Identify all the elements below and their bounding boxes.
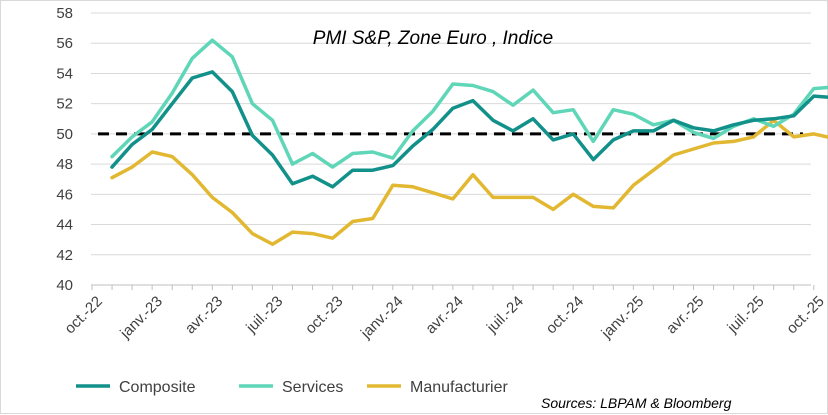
y-tick-label: 48 xyxy=(56,156,73,173)
chart-title: PMI S&P, Zone Euro , Indice xyxy=(313,28,553,49)
y-axis-ticks: 40 42 44 46 48 50 52 54 56 58 xyxy=(56,5,73,294)
y-tick-label: 50 xyxy=(56,126,73,143)
x-tick-label: juil.-25 xyxy=(724,293,768,337)
x-tick-label: oct.-25 xyxy=(783,293,827,337)
x-tick-label: janv.-25 xyxy=(598,293,648,343)
series-line-composite xyxy=(110,70,828,189)
x-tick-label: oct.-23 xyxy=(302,293,346,337)
series-lines xyxy=(110,38,828,246)
y-tick-label: 54 xyxy=(56,65,73,82)
x-tick-label: avr.-25 xyxy=(663,293,707,337)
y-tick-label: 40 xyxy=(56,277,73,294)
y-tick-label: 58 xyxy=(56,5,73,22)
x-tick-label: oct.-24 xyxy=(543,293,587,337)
y-tick-label: 44 xyxy=(56,217,73,234)
x-tick-label: janv.-23 xyxy=(116,293,166,343)
series-line-services xyxy=(110,38,828,169)
x-tick-label: janv.-24 xyxy=(357,293,407,343)
legend-composite-label: Composite xyxy=(119,379,196,396)
source-note: Sources: LBPAM & Bloomberg xyxy=(541,395,732,411)
y-tick-label: 52 xyxy=(56,96,73,113)
x-tick-label: avr.-23 xyxy=(182,293,226,337)
y-tick-label: 42 xyxy=(56,247,73,264)
y-tick-label: 46 xyxy=(56,186,73,203)
legend-services-label: Services xyxy=(282,379,343,396)
x-tick-label: juil.-23 xyxy=(242,293,286,337)
x-tick-label: juil.-24 xyxy=(483,293,527,337)
x-tick-label: oct.-22 xyxy=(61,293,105,337)
legend-manufacturier-label: Manufacturier xyxy=(410,379,508,396)
legend: Composite Services Manufacturier xyxy=(76,379,508,396)
y-tick-label: 56 xyxy=(56,35,73,52)
x-axis: oct.-22 janv.-23 avr.-23 juil.-23 oct.-23 jan… xyxy=(61,284,828,343)
x-tick-label: avr.-24 xyxy=(422,293,466,337)
series-line-manufacturier xyxy=(110,118,828,246)
